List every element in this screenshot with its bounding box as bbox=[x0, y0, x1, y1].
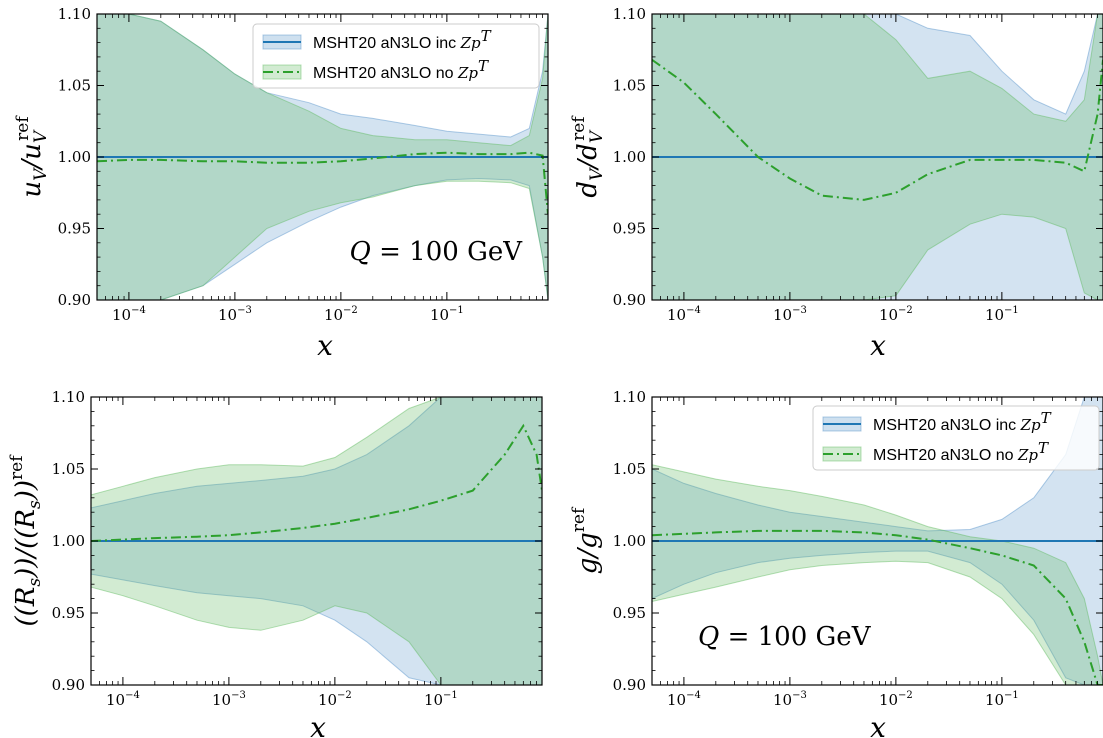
x-tick-label: 10−2 bbox=[879, 305, 913, 324]
y-tick-label: 0.95 bbox=[613, 604, 646, 622]
x-axis-label: x bbox=[310, 711, 326, 738]
x-tick-label: 10−2 bbox=[318, 690, 352, 709]
x-tick-label: 10−3 bbox=[773, 305, 807, 324]
line-no bbox=[91, 423, 542, 542]
y-tick-label: 0.90 bbox=[613, 291, 646, 309]
x-tick-label: 10−4 bbox=[112, 305, 146, 324]
line-no bbox=[652, 529, 1103, 685]
panel-rs: 0.90 0.95 1.00 1.05 1.10 10−4 10−3 10−2 10−1 x ((R… bbox=[7, 388, 543, 738]
y-axis-label: dV/dVref bbox=[569, 115, 607, 198]
x-axis-label: x bbox=[870, 711, 886, 738]
y-tick-label: 0.95 bbox=[613, 220, 646, 238]
y-tick-label: 1.00 bbox=[613, 148, 646, 166]
x-axis-label: x bbox=[317, 329, 333, 362]
line-no bbox=[652, 58, 1103, 201]
y-tick-label: 1.00 bbox=[613, 532, 646, 550]
x-tick-label: 10−2 bbox=[324, 305, 358, 324]
y-tick-label: 0.90 bbox=[613, 676, 646, 694]
y-tick-label: 0.95 bbox=[58, 220, 91, 238]
y-tick-label: 0.95 bbox=[52, 604, 85, 622]
x-tick-label: 10−3 bbox=[218, 305, 252, 324]
legend-box bbox=[812, 405, 1100, 471]
legend-label: MSHT20 aN3LO inc ZpT bbox=[313, 27, 492, 52]
legend-label: MSHT20 aN3LO inc ZpT bbox=[873, 409, 1052, 434]
plot-area bbox=[97, 14, 548, 300]
y-tick-label: 1.00 bbox=[58, 148, 91, 166]
y-axis-label: uV/uVref bbox=[13, 115, 51, 198]
x-tick-label: 10−1 bbox=[424, 690, 458, 709]
x-tick-label: 10−3 bbox=[212, 690, 246, 709]
scale-annotation: Q = 100 GeV bbox=[698, 622, 872, 652]
panel-gluon: 0.90 0.95 1.00 1.05 1.10 10−4 10−3 10−2 10−1 x g/g… bbox=[569, 388, 1103, 738]
y-tick-label: 1.10 bbox=[613, 388, 646, 406]
plot-area bbox=[652, 14, 1103, 300]
y-tick-label: 0.90 bbox=[52, 676, 85, 694]
y-tick-label: 1.05 bbox=[613, 77, 646, 95]
panel-uv: 0.90 0.95 1.00 1.05 1.10 10−4 10−3 10−2 10−1 x uV/… bbox=[13, 5, 549, 362]
x-axis-label: x bbox=[870, 329, 886, 362]
legend: MSHT20 aN3LO inc ZpT MSHT20 aN3LO no ZpT bbox=[252, 23, 540, 89]
panel-dv: 0.90 0.95 1.00 1.05 1.10 10−4 10−3 10−2 10−1 x dV/… bbox=[569, 5, 1103, 362]
x-tick-label: 10−4 bbox=[106, 690, 140, 709]
y-tick-label: 1.10 bbox=[52, 388, 85, 406]
x-tick-label: 10−4 bbox=[667, 690, 701, 709]
y-tick-label: 1.00 bbox=[52, 532, 85, 550]
y-tick-label: 1.10 bbox=[58, 5, 91, 23]
line-no bbox=[97, 151, 548, 215]
plot-area bbox=[652, 397, 1103, 685]
band-no bbox=[652, 464, 1103, 685]
y-tick-label: 0.90 bbox=[58, 291, 91, 309]
x-tick-label: 10−3 bbox=[773, 690, 807, 709]
legend: MSHT20 aN3LO inc ZpT MSHT20 aN3LO no ZpT bbox=[812, 405, 1100, 471]
x-tick-label: 10−1 bbox=[985, 305, 1019, 324]
y-tick-label: 1.05 bbox=[613, 460, 646, 478]
x-tick-label: 10−1 bbox=[985, 690, 1019, 709]
legend-label: MSHT20 aN3LO no ZpT bbox=[873, 439, 1049, 464]
y-tick-label: 1.05 bbox=[58, 77, 91, 95]
x-tick-label: 10−1 bbox=[430, 305, 464, 324]
y-axis-label: g/gref bbox=[569, 506, 603, 574]
scale-annotation: Q = 100 GeV bbox=[350, 237, 524, 267]
x-tick-label: 10−2 bbox=[879, 690, 913, 709]
y-tick-label: 1.10 bbox=[613, 5, 646, 23]
legend-label: MSHT20 aN3LO no ZpT bbox=[313, 57, 489, 82]
x-tick-label: 10−4 bbox=[667, 305, 701, 324]
y-tick-label: 1.05 bbox=[52, 460, 85, 478]
legend-box bbox=[252, 23, 540, 89]
y-axis-label: ((Rs))/((Rs))ref bbox=[7, 454, 45, 627]
plot-area bbox=[91, 397, 542, 685]
